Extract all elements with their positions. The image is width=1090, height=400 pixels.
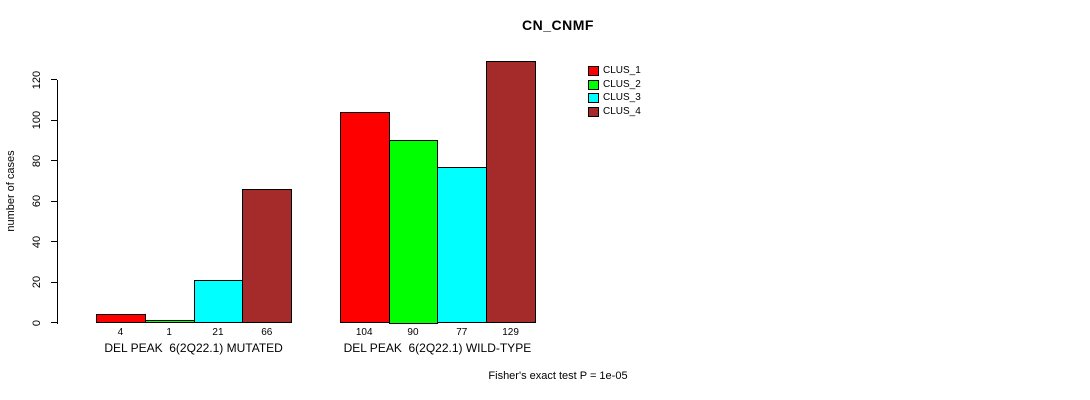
y-tick-mark xyxy=(50,241,57,242)
legend-swatch-clus_2 xyxy=(588,79,599,90)
bar-clus_4-group2 xyxy=(486,61,536,324)
y-tick-mark xyxy=(50,160,57,161)
y-tick-label: 100 xyxy=(31,110,43,130)
annotation-text: Fisher's exact test P = 1e-05 xyxy=(488,370,628,382)
bar-value-label: 21 xyxy=(212,326,224,338)
bar-value-label: 129 xyxy=(502,326,519,338)
bar-value-label: 104 xyxy=(355,326,373,338)
bar-clus_3-group2 xyxy=(437,166,488,324)
bar-value-label: 66 xyxy=(261,326,273,338)
category-label: DEL PEAK 6(2Q22.1) MUTATED xyxy=(104,341,283,355)
bar-value-label: 4 xyxy=(117,326,124,338)
y-tick-mark xyxy=(50,119,57,121)
legend-label: CLUS_1 xyxy=(603,65,641,76)
bar-value-label: 90 xyxy=(407,326,419,338)
y-tick-label: 80 xyxy=(31,154,43,167)
bar-clus_2-group2 xyxy=(388,140,439,324)
bar-value-label: 77 xyxy=(456,326,468,338)
y-tick-label: 20 xyxy=(31,275,43,289)
legend-swatch-clus_4 xyxy=(588,106,599,117)
y-tick-mark xyxy=(50,200,57,202)
bar-clus_2-group1 xyxy=(144,320,195,324)
category-label: DEL PEAK 6(2Q22.1) WILD-TYPE xyxy=(343,341,532,355)
y-axis-title: number of cases xyxy=(5,150,17,232)
bar-clus_1-group2 xyxy=(339,111,390,324)
legend-label: CLUS_2 xyxy=(603,78,641,90)
y-tick-label: 40 xyxy=(31,235,43,248)
legend-label: CLUS_3 xyxy=(603,92,641,103)
y-tick-mark xyxy=(50,322,57,323)
legend-label: CLUS_4 xyxy=(603,105,641,117)
legend-swatch-clus_1 xyxy=(588,66,599,76)
y-tick-mark xyxy=(50,79,57,80)
chart-title: CN_CNMF xyxy=(522,17,594,33)
y-tick-label: 60 xyxy=(31,194,43,208)
y-axis-line xyxy=(56,79,58,324)
bar-value-label: 1 xyxy=(166,326,172,338)
y-tick-label: 120 xyxy=(31,70,43,89)
y-tick-label: 0 xyxy=(31,319,43,326)
bar-clus_3-group1 xyxy=(193,279,244,324)
y-tick-mark xyxy=(50,281,57,283)
bar-clus_1-group1 xyxy=(96,314,146,324)
bar-clus_4-group1 xyxy=(242,188,293,324)
legend-swatch-clus_3 xyxy=(588,93,599,103)
